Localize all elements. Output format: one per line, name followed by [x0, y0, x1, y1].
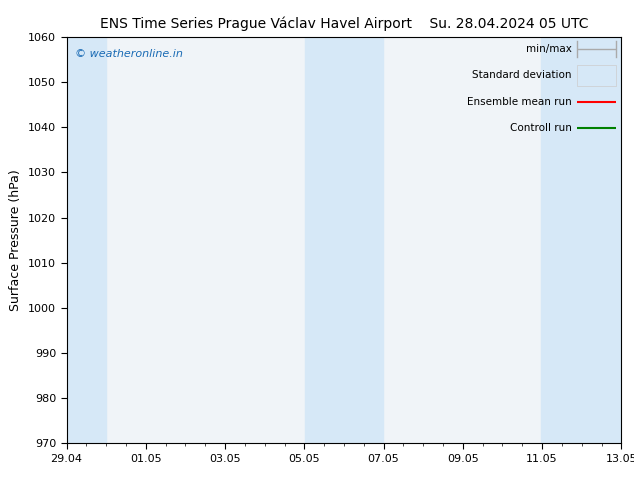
Bar: [67, 37, 106, 443]
Title: ENS Time Series Prague Václav Havel Airport    Su. 28.04.2024 05 UTC: ENS Time Series Prague Václav Havel Airp…: [100, 17, 588, 31]
Bar: [541, 37, 621, 443]
Text: min/max: min/max: [526, 44, 571, 54]
Text: Ensemble mean run: Ensemble mean run: [467, 97, 571, 107]
Text: © weatheronline.in: © weatheronline.in: [75, 49, 183, 59]
Y-axis label: Surface Pressure (hPa): Surface Pressure (hPa): [10, 169, 22, 311]
FancyBboxPatch shape: [577, 65, 616, 86]
Bar: [305, 37, 383, 443]
Text: Standard deviation: Standard deviation: [472, 71, 571, 80]
Text: Controll run: Controll run: [510, 123, 571, 133]
